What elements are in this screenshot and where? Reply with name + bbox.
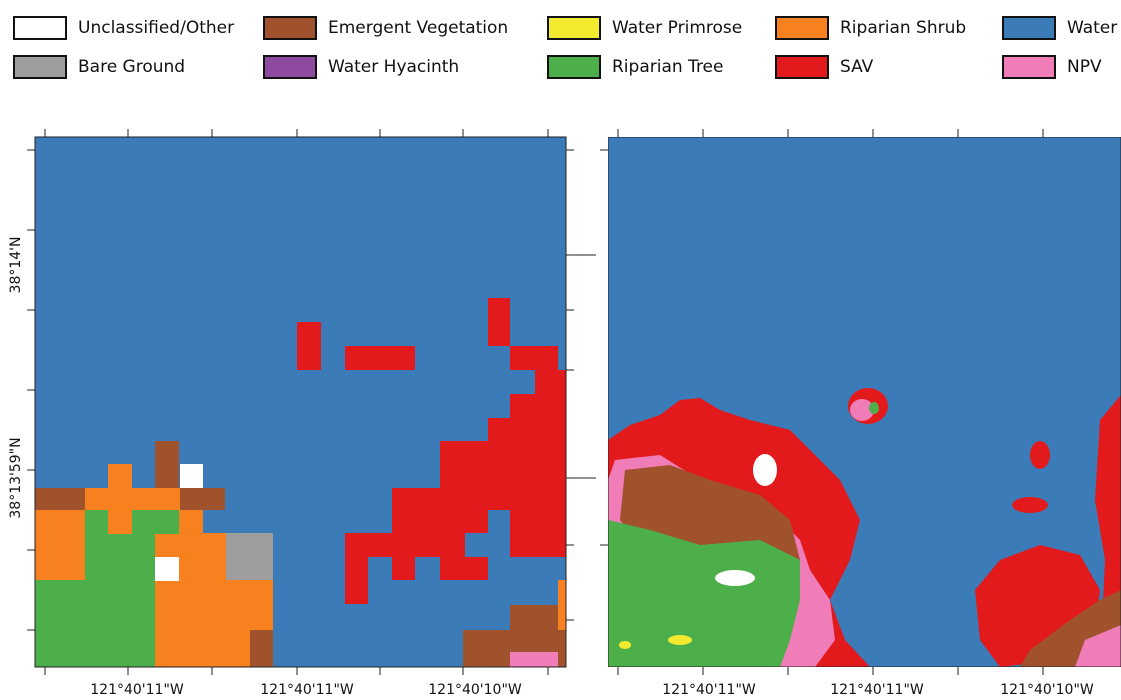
unclassified [715, 570, 755, 586]
sav [1030, 441, 1050, 469]
riparian-tree [869, 402, 879, 414]
legend-swatch [1003, 56, 1055, 78]
legend-swatch [264, 56, 316, 78]
riparian-shrub [108, 464, 132, 488]
legend-label: Emergent Vegetation [328, 18, 508, 38]
x-label: 121°40'11"W [662, 682, 756, 698]
figure: Unclassified/Other Emergent Vegetation Wat… [0, 0, 1121, 700]
sav [297, 322, 321, 370]
legend-label: SAV [840, 57, 874, 77]
legend-swatch [548, 17, 600, 39]
legend-swatch [264, 17, 316, 39]
water-primrose [668, 635, 692, 645]
emergent-vegetation [180, 488, 225, 510]
x-label: 121°40'10"W [428, 682, 522, 698]
sav [345, 346, 415, 370]
map-panel-left [35, 137, 566, 667]
y-label: 38°14'N [8, 237, 24, 294]
water [488, 510, 510, 533]
legend-label: NPV [1067, 57, 1102, 77]
bare-ground [226, 533, 273, 580]
legend-swatch [548, 56, 600, 78]
unclassified [180, 464, 203, 488]
legend-swatch [14, 56, 66, 78]
map-panel-right [608, 137, 1121, 667]
water-primrose [619, 641, 631, 649]
riparian-tree [35, 580, 155, 667]
legend-label: Unclassified/Other [78, 18, 234, 38]
legend-swatch [776, 17, 828, 39]
legend-label: Riparian Shrub [840, 18, 966, 38]
unclassified [155, 557, 179, 581]
legend: Unclassified/Other Emergent Vegetation Wat… [14, 17, 1117, 78]
npv [510, 652, 558, 667]
emergent-vegetation [250, 630, 273, 667]
legend-label: Water [1067, 18, 1117, 38]
x-label: 121°40'11"W [830, 682, 924, 698]
riparian-shrub [108, 510, 132, 534]
page: Unclassified/Other Emergent Vegetation Wat… [0, 0, 1121, 700]
emergent-vegetation [155, 441, 179, 488]
x-label: 121°40'11"W [260, 682, 354, 698]
riparian-tree [155, 510, 179, 534]
unclassified [753, 454, 777, 486]
legend-label: Water Hyacinth [328, 57, 459, 77]
x-label: 121°40'11"W [90, 682, 184, 698]
riparian-shrub [558, 580, 566, 630]
legend-swatch [14, 17, 66, 39]
legend-label: Riparian Tree [612, 57, 723, 77]
y-label: 38°13'59"N [8, 437, 24, 518]
legend-swatch [776, 56, 828, 78]
x-label: 121°40'10"W [1000, 682, 1094, 698]
legend-swatch [1003, 17, 1055, 39]
legend-label: Bare Ground [78, 57, 185, 77]
water [203, 510, 273, 533]
legend-label: Water Primrose [612, 18, 742, 38]
sav [1012, 497, 1048, 513]
emergent-vegetation [35, 488, 85, 510]
emergent-vegetation [510, 605, 558, 630]
